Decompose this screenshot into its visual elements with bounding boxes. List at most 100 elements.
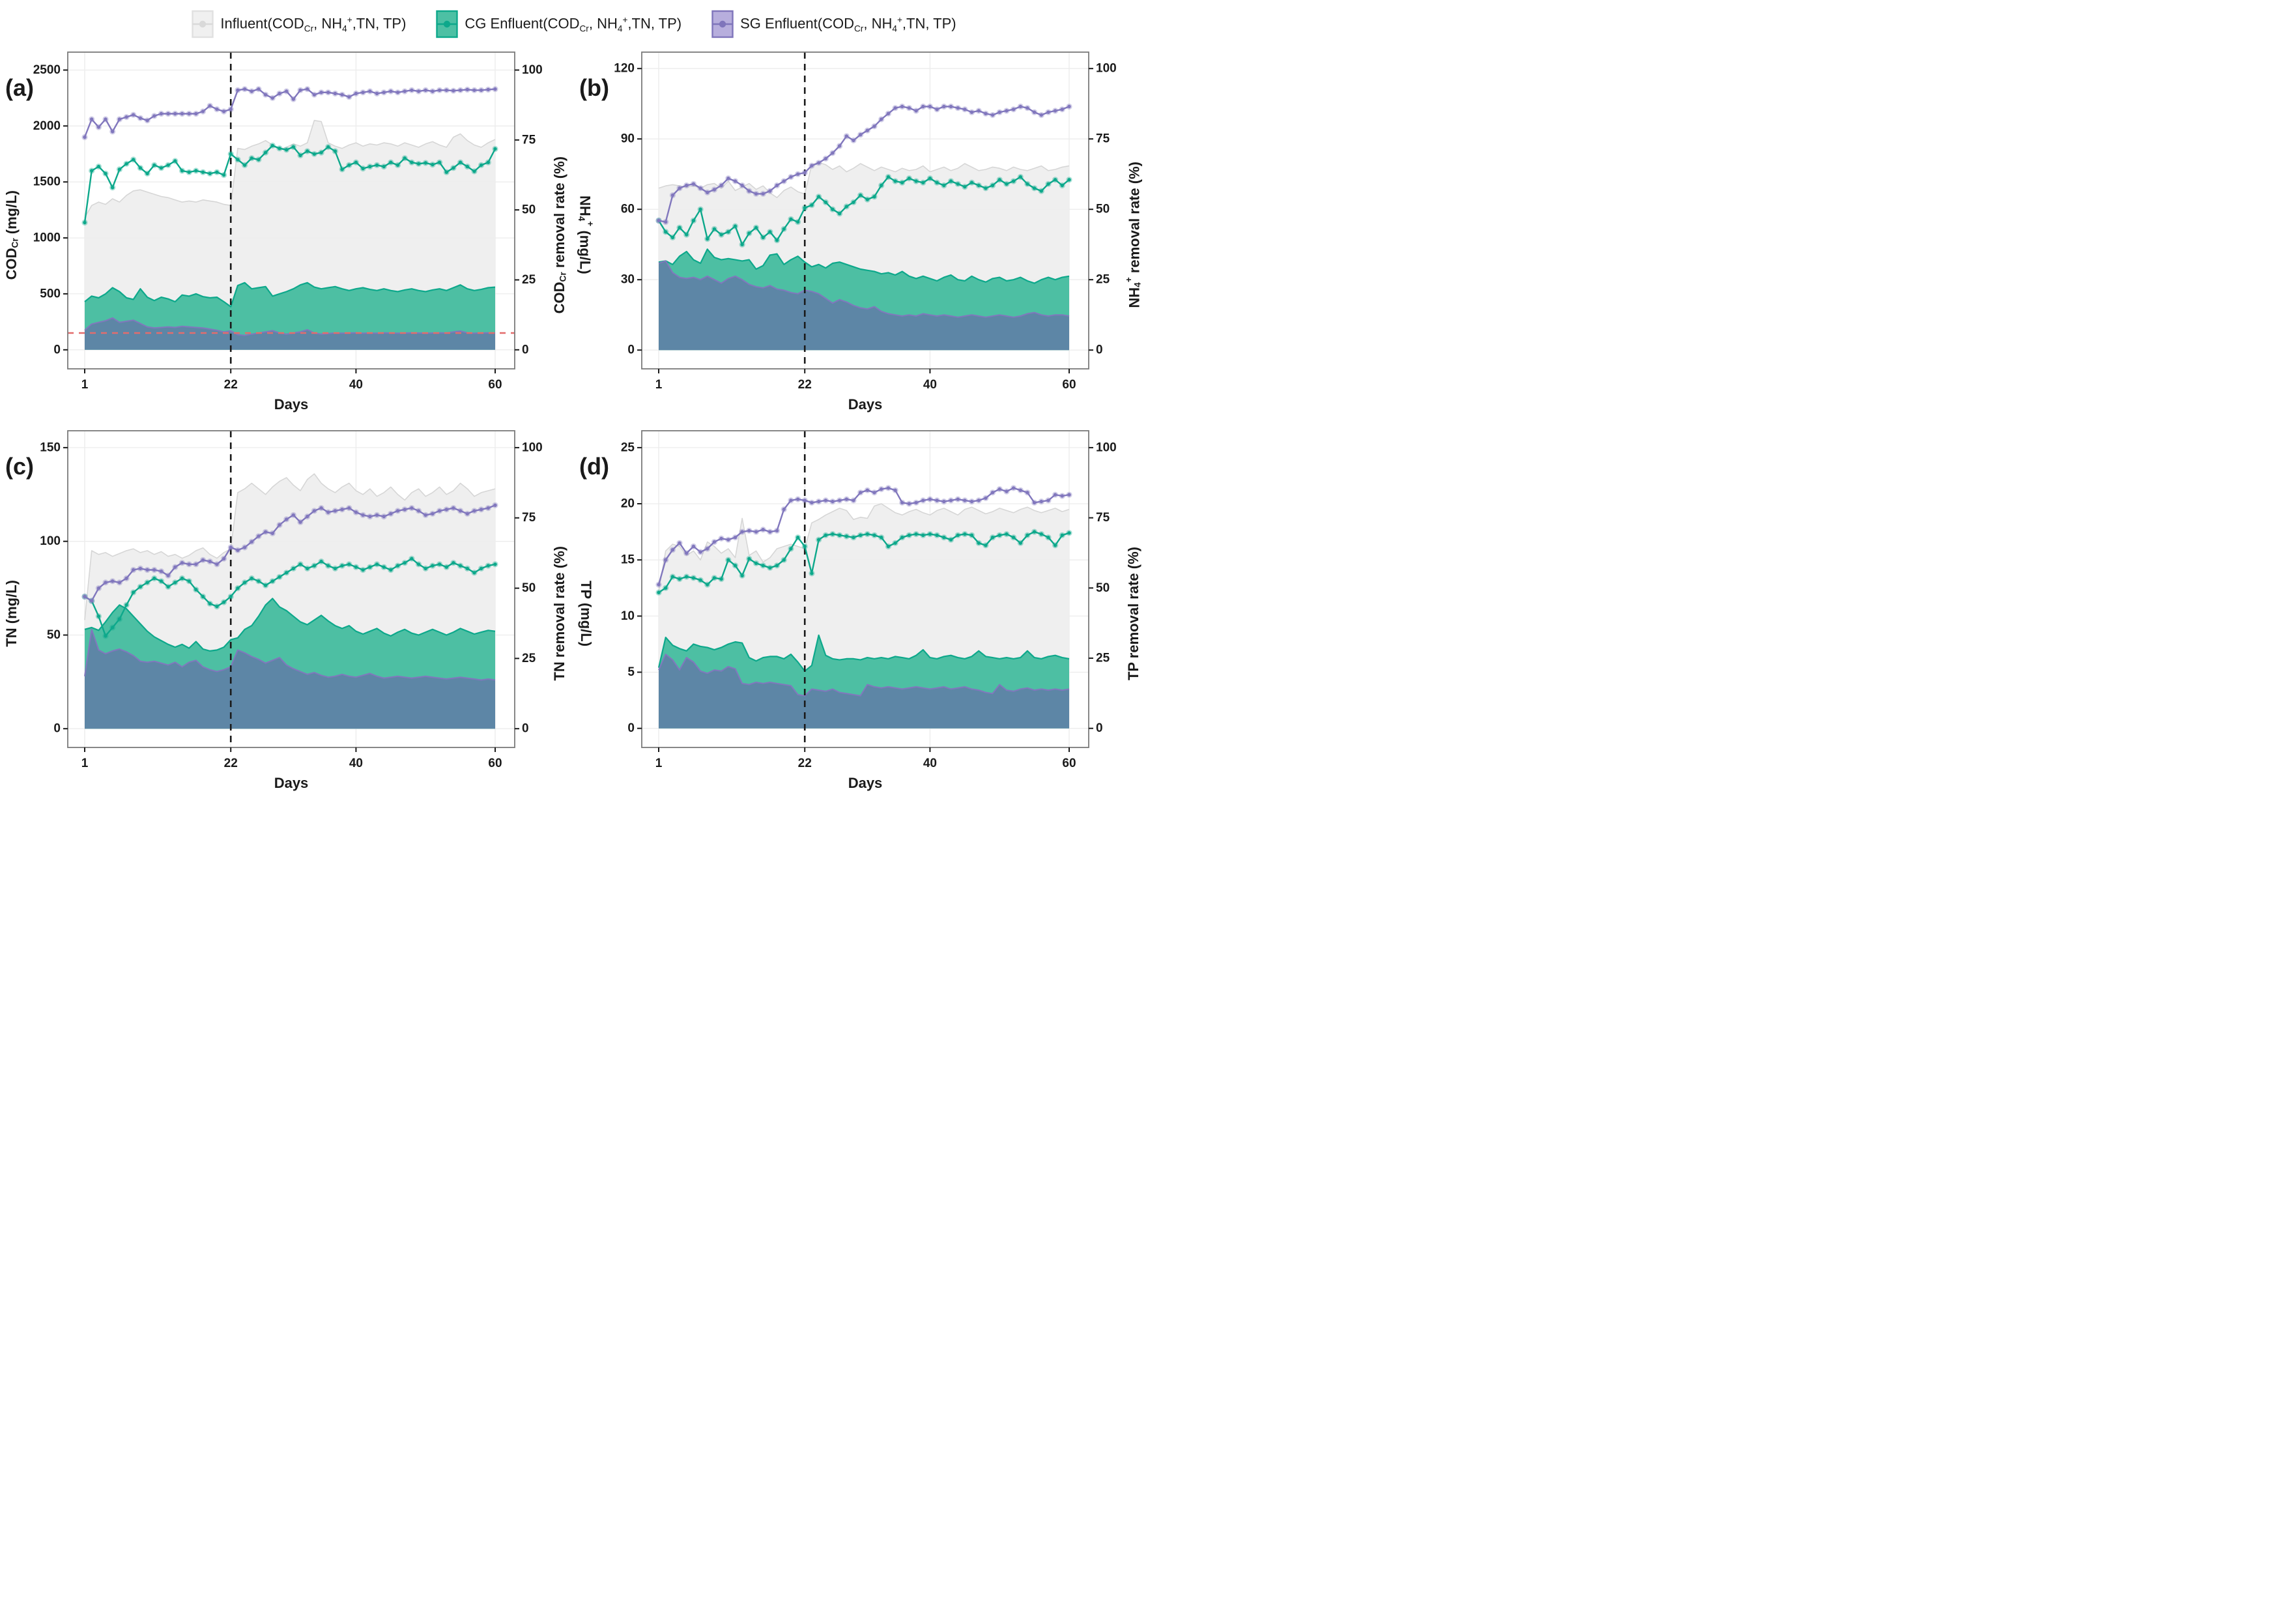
x-tick-label: 1 (81, 757, 89, 770)
cg-removal-rate-line-point-core (423, 566, 427, 571)
left-tick-label: 0 (53, 722, 61, 736)
sg-removal-rate-line-point-core (1011, 486, 1016, 490)
cg-removal-rate-line-point-core (900, 181, 904, 184)
cg-removal-rate-line-point-core (270, 579, 274, 583)
x-tick-label: 22 (798, 757, 812, 770)
cg-removal-rate-line-point-core (719, 233, 723, 237)
cg-removal-rate-line-point-core (124, 603, 128, 607)
cg-removal-rate-line-point-core (319, 559, 323, 564)
sg-removal-rate-line-point-core (1005, 489, 1009, 493)
cg-removal-rate-line-point-core (145, 581, 149, 585)
cg-removal-rate-line-point-core (410, 557, 414, 560)
sg-removal-rate-line-point-core (1067, 493, 1071, 497)
cg-removal-rate-line-point-core (96, 164, 101, 169)
cg-removal-rate-line-point-core (678, 577, 682, 581)
panel-a-tag: (a) (5, 74, 34, 101)
sg-removal-rate-line-point-core (152, 114, 156, 118)
sg-removal-rate-line-point-core (145, 568, 149, 572)
sg-removal-rate-line-point-core (740, 530, 744, 534)
sg-removal-rate-line-point-core (712, 188, 717, 192)
cg-removal-rate-line-point-core (431, 564, 435, 568)
sg-removal-rate-line-point-core (437, 88, 442, 93)
sg-removal-rate-line-point-core (712, 540, 717, 544)
left-tick-label: 10 (621, 609, 635, 623)
sg-removal-rate-line (83, 88, 496, 138)
sg-removal-rate-line-point-core (691, 182, 696, 186)
cg-removal-rate-line-point-core (201, 594, 205, 599)
cg-removal-rate-line-point-core (1026, 182, 1029, 186)
left-tick-label: 60 (621, 203, 635, 216)
cg-removal-rate-line-point-core (886, 544, 891, 549)
cg-removal-rate-line-point-core (222, 173, 226, 177)
sg-removal-rate-line-point-core (298, 88, 302, 93)
sg-removal-rate-line-point-core (194, 111, 198, 116)
cg-removal-rate-line-point-core (187, 579, 191, 583)
right-tick-label: 75 (1096, 132, 1110, 146)
cg-removal-rate-line-point-core (1046, 182, 1050, 186)
cg-removal-rate-line-point-core (698, 578, 702, 582)
sg-removal-rate-line-point-core (242, 545, 247, 549)
cg-removal-rate-line-point-core (824, 200, 827, 205)
left-tick-label: 0 (627, 721, 635, 735)
x-tick-label: 1 (655, 378, 663, 392)
sg-removal-rate-line-point-core (1039, 113, 1043, 117)
cg-removal-rate-line-point-core (740, 242, 744, 246)
sg-removal-rate-line-point-core (775, 183, 779, 188)
sg-removal-rate-line-point-core (138, 566, 143, 571)
legend-label-cg-effluent: CG Enfluent(CODCr, NH4+,TN, TP) (465, 14, 682, 34)
sg-removal-rate-line-point-core (326, 510, 330, 514)
cg-removal-rate-line-point-core (479, 163, 483, 167)
cg-removal-rate-line-point-core (1039, 189, 1043, 193)
left-tick-label: 0 (627, 343, 635, 357)
cg-removal-rate-line-point-core (698, 207, 702, 211)
cg-removal-rate-line-point-core (111, 186, 115, 190)
sg-removal-rate-line-point-core (111, 579, 115, 583)
cg-removal-rate-line-point-core (382, 565, 386, 569)
right-tick-label: 75 (522, 511, 536, 525)
sg-removal-rate-line-point-core (444, 88, 448, 93)
sg-removal-rate-line-point-core (803, 171, 807, 175)
cg-removal-rate-line-point-core (159, 166, 164, 170)
cg-removal-rate-line-point-core (319, 151, 323, 154)
cg-removal-rate-line-point-core (187, 170, 191, 174)
cg-removal-rate-line-point-core (208, 601, 212, 605)
cg-removal-rate-line-point-core (803, 206, 807, 210)
sg-removal-rate-line-point-core (990, 491, 995, 495)
cg-removal-rate-line-point-core (816, 538, 821, 542)
sg-removal-rate-line-point-core (782, 507, 786, 512)
cg-removal-rate-line-point-core (236, 158, 240, 162)
cg-removal-rate-line-point-core (132, 590, 136, 594)
cg-removal-rate-line-point-core (977, 183, 981, 188)
cg-removal-rate-line-point-core (465, 164, 469, 169)
cg-removal-rate-line-point-core (914, 532, 918, 536)
cg-removal-rate-line-point-core (222, 600, 226, 604)
cg-removal-rate-line-point-core (486, 160, 490, 164)
right-tick-label: 0 (522, 343, 529, 356)
sg-removal-rate-line-point-core (816, 499, 821, 504)
sg-removal-rate-line-point-core (852, 138, 855, 143)
sg-removal-rate-line-point-core (761, 192, 765, 196)
panel-c-tag: (c) (5, 453, 34, 480)
cg-removal-rate-line-point-core (132, 158, 136, 162)
sg-removal-rate-line-point-core (824, 156, 827, 161)
sg-removal-rate-line-point-core (698, 186, 702, 190)
cg-removal-rate-line-point-core (782, 227, 786, 231)
sg-removal-rate-line-point-core (104, 117, 108, 121)
cg-removal-rate-line-point-core (250, 576, 253, 581)
cg-removal-rate-line-point-core (1060, 533, 1064, 537)
sg-removal-rate-line-point-core (747, 189, 751, 193)
sg-removal-rate-line-point-core (1053, 109, 1057, 113)
sg-effluent-area (85, 629, 495, 729)
sg-removal-rate-line-point-core (423, 88, 427, 93)
panel-b-chart: 0 30 60 90 120 0 25 50 75 100 1 22 40 60 Days (614, 51, 1117, 413)
sg-removal-rate-line-point-core (796, 497, 800, 501)
sg-removal-rate-line-point-core (132, 113, 136, 117)
sg-removal-rate-line-point-core (733, 536, 738, 540)
sg-removal-rate-line-point-core (361, 513, 365, 517)
cg-removal-rate-line-point-core (215, 170, 219, 174)
sg-removal-rate-line-point-core (949, 104, 953, 109)
cg-removal-rate-line-point-core (298, 562, 302, 566)
cg-removal-rate-line-point-core (354, 565, 358, 569)
cg-removal-rate-line-point-core (831, 207, 835, 211)
sg-removal-rate-line-point-core (685, 551, 689, 555)
